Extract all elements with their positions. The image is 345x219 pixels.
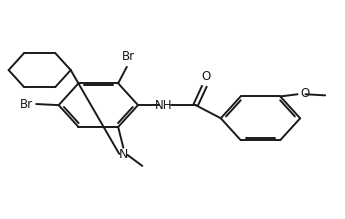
Text: NH: NH xyxy=(155,99,172,112)
Text: Br: Br xyxy=(122,49,135,62)
Text: O: O xyxy=(301,87,310,100)
Text: N: N xyxy=(119,148,128,161)
Text: O: O xyxy=(201,70,210,83)
Text: Br: Br xyxy=(20,97,33,111)
